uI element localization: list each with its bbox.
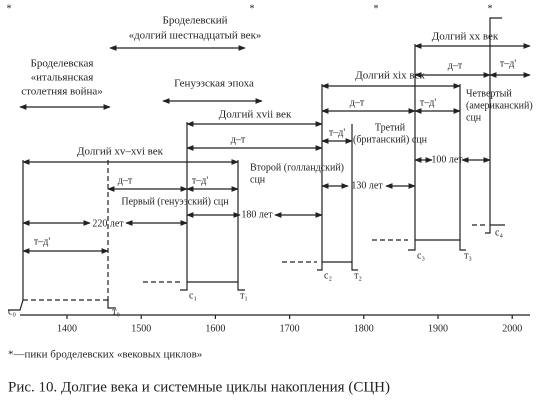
phase: д–т — [118, 175, 133, 186]
label: Генуэзская эпоха — [174, 78, 254, 90]
caption: Рис. 10. Долгие века и системные циклы н… — [8, 379, 390, 395]
phase: т–д' — [34, 236, 50, 247]
label: «итальянская — [31, 72, 94, 84]
point-label: c₂ — [324, 270, 332, 281]
phase: д–т — [448, 60, 463, 71]
phase: д–т — [350, 97, 365, 108]
duration: 180 лет — [241, 209, 273, 220]
phase: т–д' — [192, 175, 208, 186]
point-label: т₂ — [354, 270, 362, 281]
phase: т–д' — [420, 97, 436, 108]
footnote: *—пики броделевских «вековых циклов» — [8, 349, 202, 361]
label: (британский) сцн — [353, 134, 428, 145]
label: столетняя война» — [21, 86, 103, 98]
peaks: * * * * — [7, 3, 493, 14]
label: (американский) — [466, 100, 533, 111]
steps — [8, 224, 505, 311]
label: Броделевский — [163, 15, 228, 27]
label: Третий — [375, 122, 406, 133]
tick-label: 1900 — [428, 323, 448, 334]
verticals — [22, 17, 502, 304]
point-label: c₄ — [495, 227, 503, 238]
label: Долгий xix век — [355, 70, 425, 82]
peak: * — [374, 3, 379, 14]
label: Долгий xv–xvi век — [77, 146, 164, 158]
point-label: c₀ — [8, 306, 16, 317]
tick-label: 2000 — [502, 323, 522, 334]
label: Долгий xx век — [432, 31, 499, 43]
phase: д–т — [231, 134, 246, 145]
peak: * — [250, 3, 255, 14]
tick-label: 1500 — [131, 323, 151, 334]
tick-label: 1600 — [205, 323, 225, 334]
point-label: т₁ — [240, 290, 248, 301]
label: Первый (генуэзский) сцн — [121, 196, 229, 207]
label: Долгий xvii век — [219, 109, 292, 121]
label: сцн — [466, 112, 482, 123]
point-label: c₁ — [189, 290, 197, 301]
peak: * — [488, 3, 493, 14]
label: сцн — [250, 174, 266, 185]
label: «долгий шестнадцатый век» — [129, 30, 262, 42]
duration: 100 лет — [431, 154, 463, 165]
phase: т–д' — [500, 58, 516, 69]
peak: * — [7, 3, 12, 14]
label: Второй (голландский) — [250, 162, 344, 173]
axis-ticks: 1400 1500 1600 1700 1800 1900 2000 — [57, 315, 522, 334]
duration: 130 лет — [351, 180, 383, 191]
tick-label: 1700 — [280, 323, 300, 334]
phase: т–д' — [329, 127, 345, 138]
point-label: т₃ — [464, 250, 472, 261]
duration: 220 лет — [92, 218, 124, 229]
tick-label: 1400 — [57, 323, 77, 334]
point-label: c₃ — [417, 250, 425, 261]
tick-label: 1800 — [354, 323, 374, 334]
point-label: т₀ — [112, 306, 120, 317]
label: Броделевская — [31, 58, 94, 70]
label: Четвертый — [466, 88, 512, 99]
